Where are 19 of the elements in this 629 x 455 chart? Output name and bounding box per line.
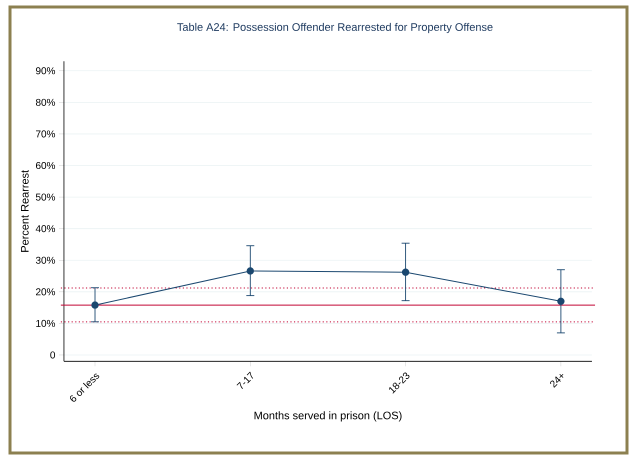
y-tick-label: 70% [36, 130, 56, 138]
y-tick-label: 90% [36, 67, 56, 74]
y-tick-label: 60% [36, 162, 56, 170]
y-tick-label: 10% [36, 320, 56, 327]
chart-title: Table A24: Possession Offender Rearrested for Property Offense [177, 22, 493, 34]
y-tick-label: 30% [36, 256, 56, 264]
point [402, 268, 410, 276]
y-tick-label: 80% [36, 98, 56, 106]
x-axis-title: Months served in prison (LOS) [254, 411, 402, 422]
y-axis-title: Percent Rearrest [21, 170, 29, 252]
point [91, 301, 99, 309]
y-tick-label: 50% [36, 194, 56, 201]
point [557, 298, 565, 305]
x-tick-label: 6 or less [70, 374, 100, 402]
point [246, 267, 254, 275]
x-tick-label: 24+ [550, 374, 564, 388]
y-tick-label: 20% [36, 288, 56, 296]
y-tick-label: 40% [36, 225, 56, 232]
y-tick-label: 0 [50, 351, 56, 359]
